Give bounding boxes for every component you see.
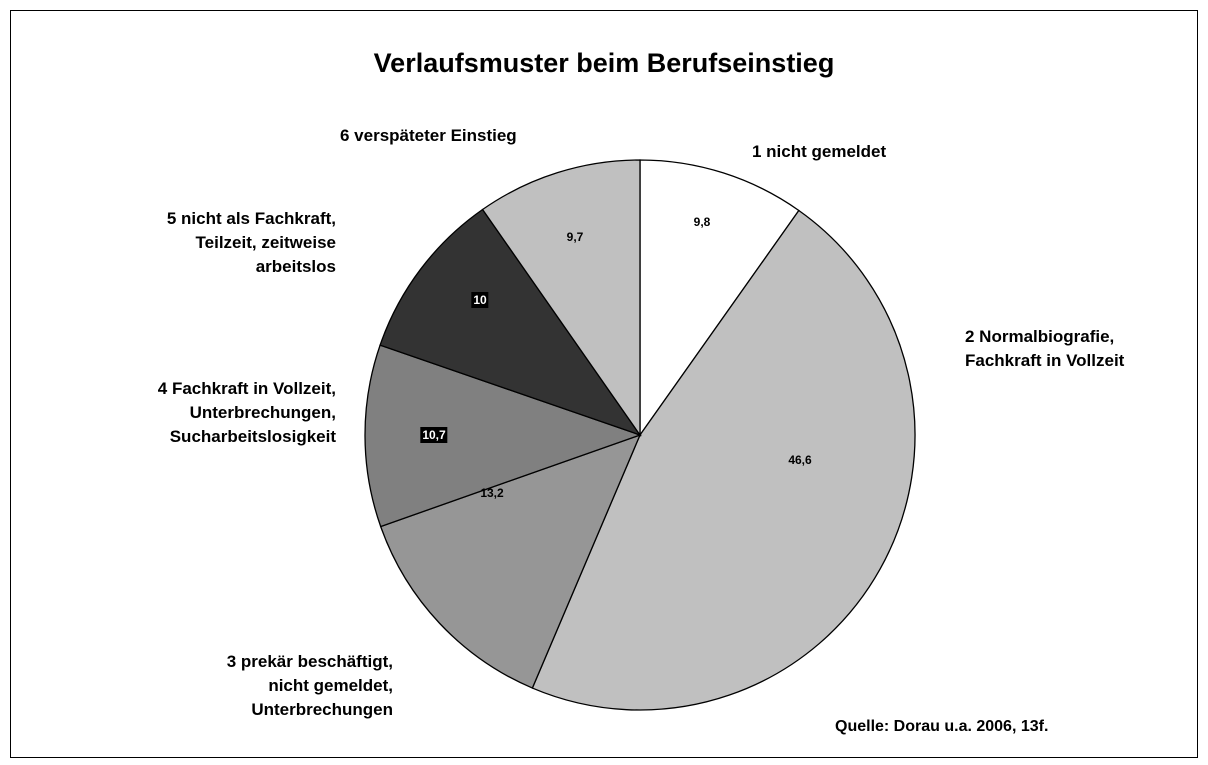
category-label: 2 Normalbiografie, Fachkraft in Vollzeit <box>965 327 1125 370</box>
data-label: 9,7 <box>566 230 584 244</box>
chart-title: Verlaufsmuster beim Berufseinstieg <box>373 48 835 78</box>
data-label: 13,2 <box>480 486 504 500</box>
data-label: 10,7 <box>420 427 448 443</box>
pie-slice <box>531 209 916 711</box>
pie-slice <box>481 159 641 438</box>
category-label: 6 verspäteter Einstieg <box>340 126 517 145</box>
category-label: 5 nicht als Fachkraft, Teilzeit, zeitwei… <box>166 209 336 276</box>
pie-slice <box>364 344 642 528</box>
data-label: 10 <box>471 292 489 308</box>
category-label: 4 Fachkraft in Vollzeit, Unterbrechungen… <box>157 379 336 446</box>
pie-slice <box>379 433 642 689</box>
category-label: 3 prekär beschäftigt, nicht gemeldet, Un… <box>226 652 393 719</box>
category-label: 1 nicht gemeldet <box>752 142 887 161</box>
pie-slice <box>379 208 642 437</box>
source-note: Quelle: Dorau u.a. 2006, 13f. <box>835 718 1049 735</box>
data-label: 46,6 <box>788 453 812 467</box>
data-label: 9,8 <box>693 215 711 229</box>
pie-slice <box>639 159 800 438</box>
